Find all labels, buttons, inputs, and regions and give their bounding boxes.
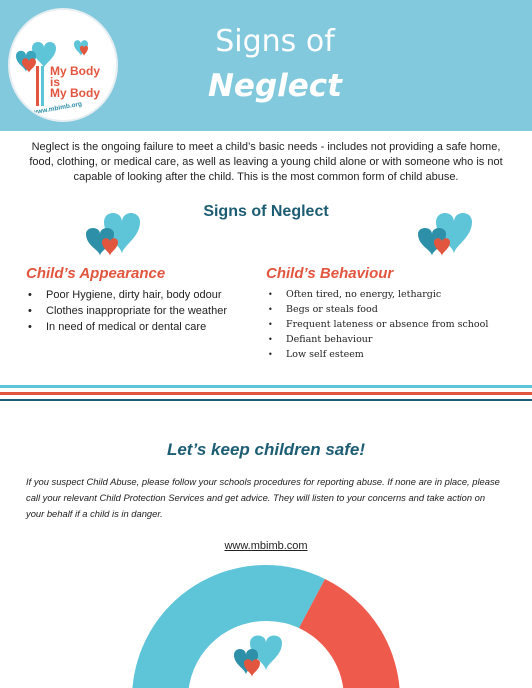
section-title: Signs of Neglect [203,203,329,220]
behaviour-list: Often tired, no energy, lethargic Begs o… [266,287,488,362]
website-link[interactable]: www.mbimb.com [224,540,308,552]
divider-stripe [0,385,532,388]
logo-line2: is [50,75,61,89]
appearance-list: Poor Hygiene, dirty hair, body odour Clo… [26,287,227,335]
logo-wordmark: My Body is My Body [50,64,101,100]
list-item: Low self esteem [266,347,488,362]
logo-line3: My Body [50,86,101,100]
behaviour-heading: Child’s Behaviour [266,265,394,282]
list-item: Clothes inappropriate for the weather [26,303,227,319]
page-title-line1: Signs of [215,24,335,59]
page-title-line2: Neglect [207,68,342,104]
hearts-logo-icon [16,40,88,106]
hearts-icon [418,213,472,256]
list-item: Poor Hygiene, dirty hair, body odour [26,287,227,303]
list-item: In need of medical or dental care [26,319,227,335]
logo-line1: My Body [50,64,101,78]
safety-text: If you suspect Child Abuse, please follo… [26,476,500,519]
list-item: Frequent lateness or absence from school [266,317,488,332]
ring-graphic [132,565,400,688]
safety-title: Let’s keep children safe! [166,440,366,459]
list-item: Often tired, no energy, lethargic [266,287,488,302]
logo: My Body is My Body www.mbimb.org [8,8,118,122]
list-item: Begs or steals food [266,302,488,317]
appearance-heading: Child’s Appearance [26,265,166,282]
intro-paragraph: Neglect is the ongoing failure to meet a… [29,141,503,183]
hearts-icon [86,213,140,256]
divider-stripe [0,399,532,401]
divider-stripe [0,392,532,395]
header-banner: My Body is My Body www.mbimb.org Signs o… [0,0,532,131]
list-item: Defiant behaviour [266,332,488,347]
